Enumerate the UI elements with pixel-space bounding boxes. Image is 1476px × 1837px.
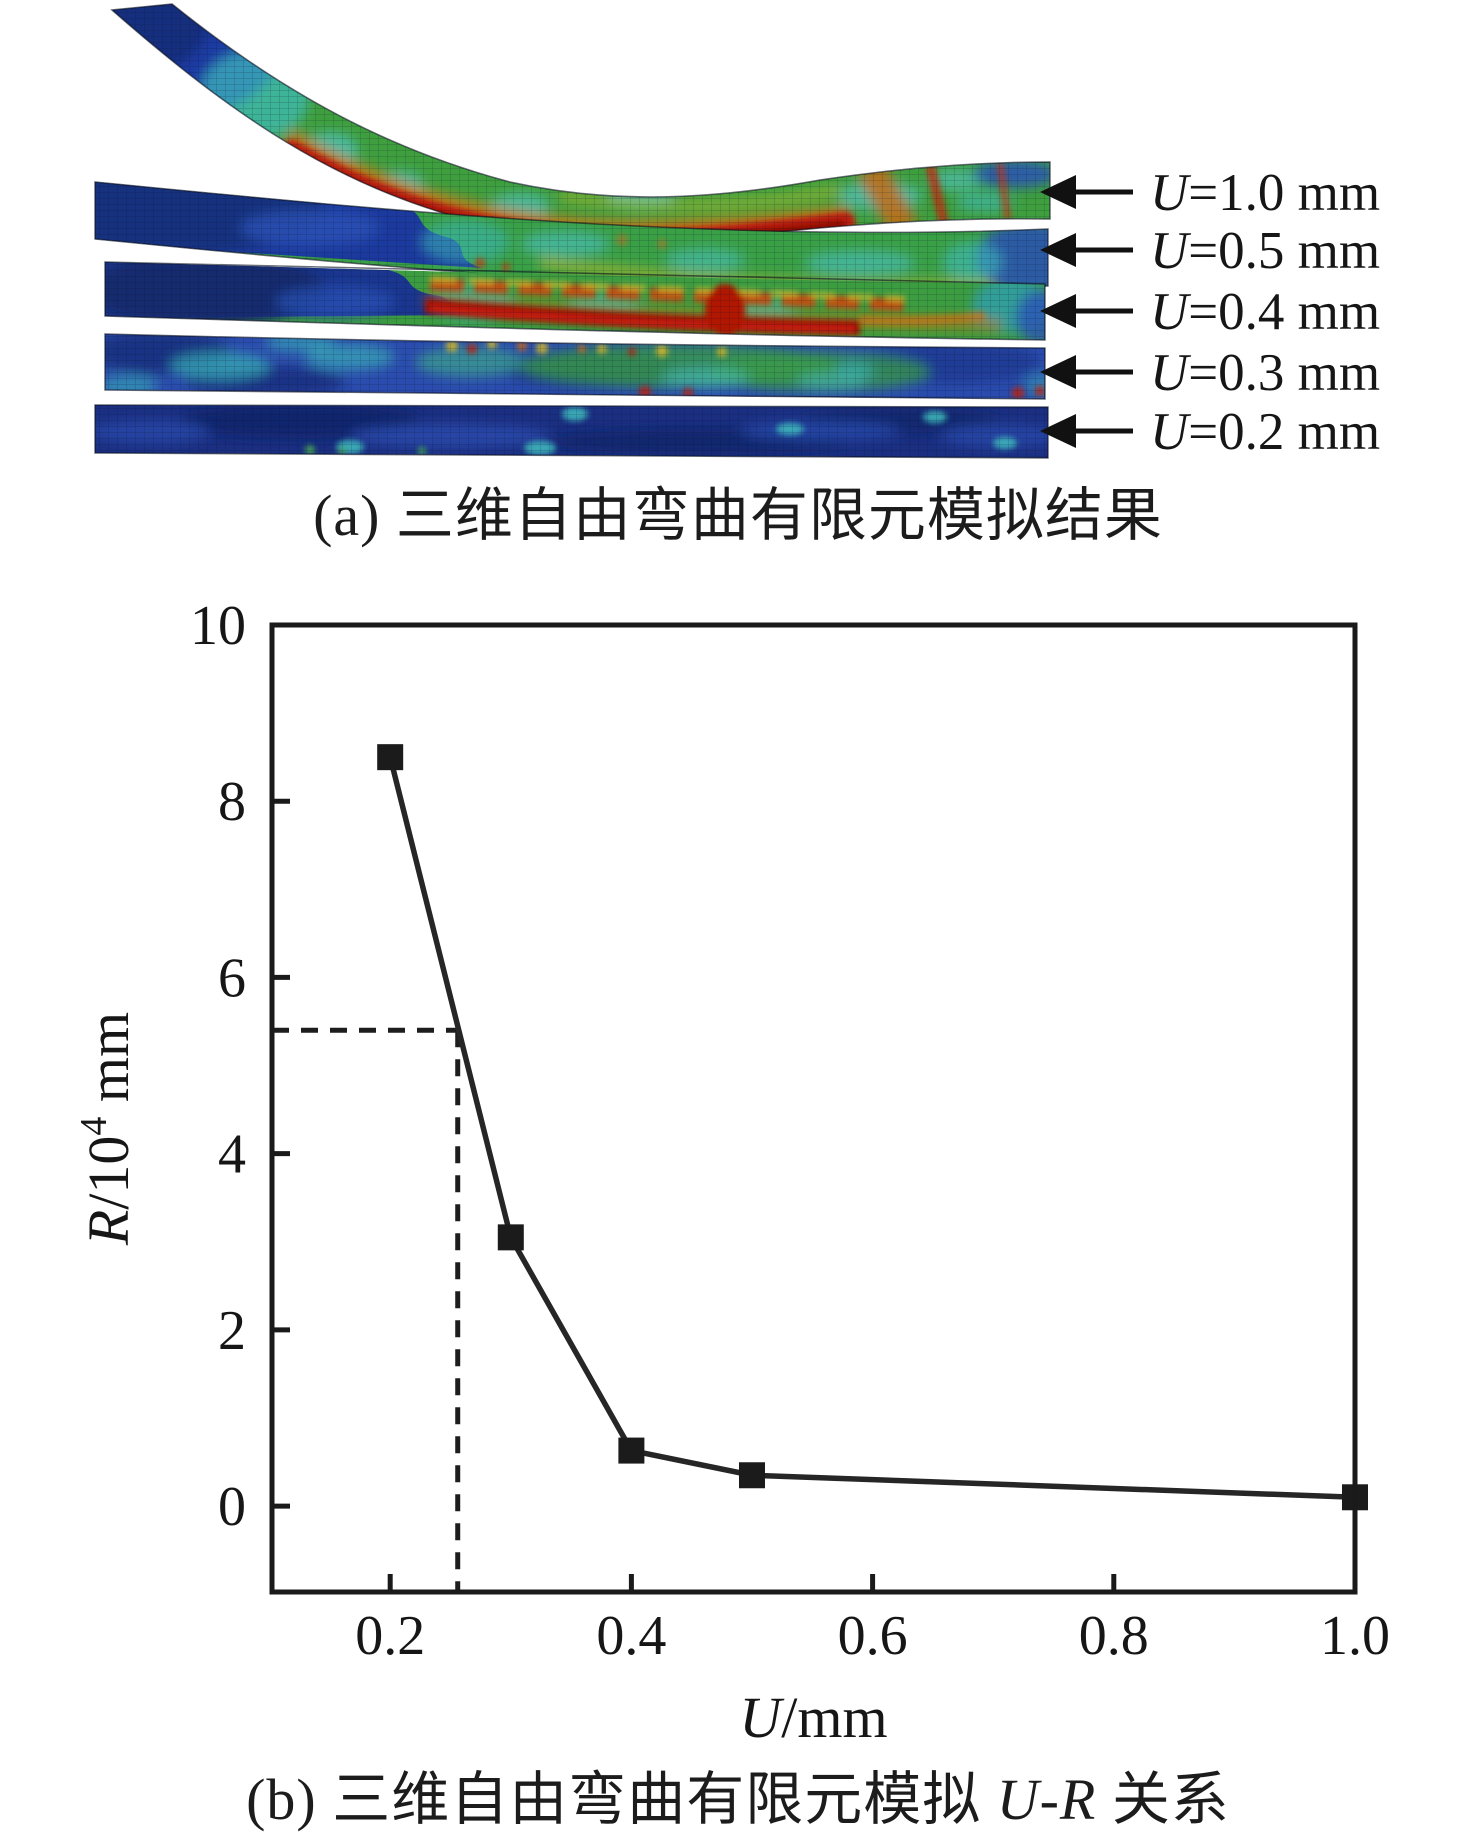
data-point-marker [497,1224,524,1251]
panel-b-caption-pre: (b) 三维自由弯曲有限元模拟 [246,1767,997,1832]
strip-displacement-label: U=0.4 mm [1150,283,1380,341]
y-tick-label: 2 [218,1300,246,1362]
data-point-marker [377,744,404,771]
x-tick-label: 0.4 [596,1605,666,1667]
x-tick-label: 0.6 [838,1605,908,1667]
fem-strip-u0.4 [104,261,1046,341]
x-tick-label: 0.8 [1079,1605,1149,1667]
panel-a-caption: (a) 三维自由弯曲有限元模拟结果 [313,483,1163,548]
strip-displacement-label: U=1.0 mm [1150,164,1380,222]
y-tick-label: 0 [218,1476,246,1538]
strip-annotation: U=0.2 mm [1040,403,1380,461]
y-axis-label: R/104 mm [73,1012,141,1246]
strip-displacement-label: U=0.3 mm [1150,344,1380,402]
chart-plot: 0.2 0.4 0.6 0.8 1.0 0 2 4 6 8 10 U/mm R/104 mm [73,595,1390,1750]
strip-annotation: U=0.4 mm [1040,283,1380,341]
strip-annotation: U=0.5 mm [1040,222,1380,280]
left-arrow-icon [1040,355,1076,389]
strip-displacement-label: U=0.2 mm [1150,403,1380,461]
panel-b-caption: (b) 三维自由弯曲有限元模拟 U-R 关系 [0,1752,1476,1836]
panel-b-caption-post: 关系 [1096,1767,1230,1832]
y-tick-label: 6 [218,947,246,1009]
data-line [387,756,1356,1501]
ur-chart: 0.2 0.4 0.6 0.8 1.0 0 2 4 6 8 10 U/mm R/104 mm [73,595,1390,1750]
plot-frame [269,622,1358,1595]
fem-strip-u0.3 [104,333,1046,400]
y-tick-label: 4 [218,1124,246,1186]
left-arrow-icon [1040,175,1076,209]
strip-annotation: U=1.0 mm [1040,164,1380,222]
strip-annotation: U=0.3 mm [1040,344,1380,402]
left-arrow-icon [1040,233,1076,267]
panel-b-caption-italic: U-R [996,1767,1097,1832]
data-point-marker [618,1437,645,1464]
y-tick-label: 8 [218,771,246,833]
fem-strip-u0.2 [94,404,1049,459]
x-axis-label: U/mm [739,1685,887,1750]
data-point-marker [738,1462,765,1489]
left-arrow-icon [1040,414,1076,448]
left-arrow-icon [1040,294,1076,328]
strip-displacement-label: U=0.5 mm [1150,222,1380,280]
y-tick-label: 10 [190,595,246,657]
fem-strips-panel: U=1.0 mmU=0.5 mmU=0.4 mmU=0.3 mmU=0.2 mm [94,3,1380,461]
x-tick-label: 1.0 [1320,1605,1390,1667]
x-tick-label: 0.2 [355,1605,425,1667]
